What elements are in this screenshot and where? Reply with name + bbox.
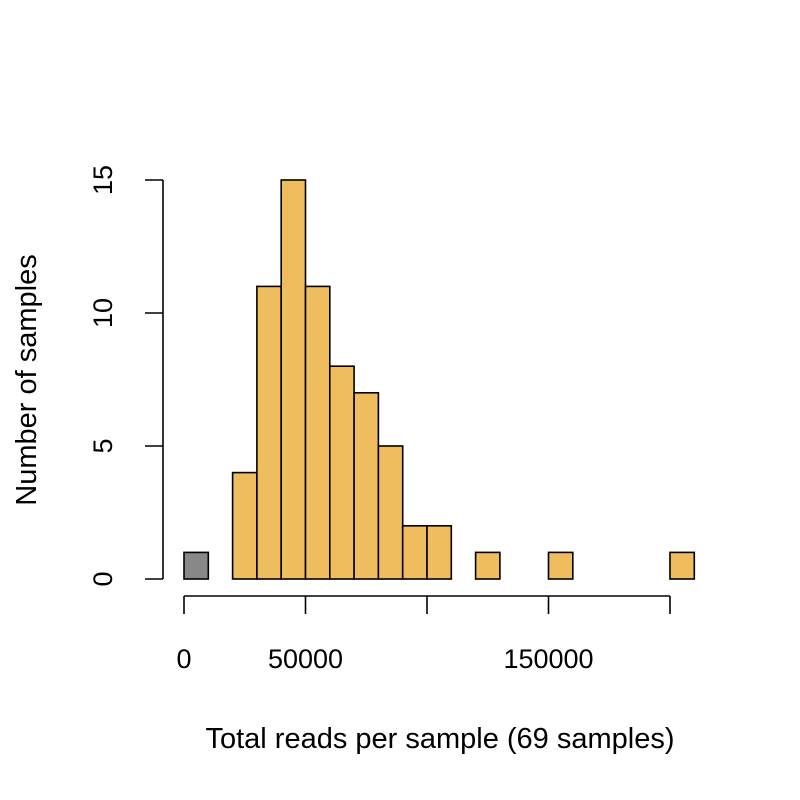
y-tick-label: 15 xyxy=(88,165,118,195)
y-tick-label: 0 xyxy=(88,571,118,586)
histogram-bar xyxy=(256,285,282,580)
x-tick-label: 150000 xyxy=(503,644,593,674)
histogram-bar xyxy=(231,471,258,580)
histogram-bar xyxy=(183,551,210,580)
x-tick-label: 0 xyxy=(176,644,191,674)
y-axis: 0 5 10 15 xyxy=(88,165,164,587)
histogram-bar xyxy=(304,285,331,580)
histogram-bar xyxy=(353,391,380,580)
histogram-bar xyxy=(669,551,696,580)
y-tick-label: 10 xyxy=(88,298,118,328)
histogram-bar xyxy=(426,524,453,580)
histogram-bar xyxy=(328,365,355,580)
histogram-bar xyxy=(547,551,574,580)
x-axis: 0 50000 150000 xyxy=(176,595,671,674)
histogram-bars xyxy=(183,179,696,580)
y-axis-title: Number of samples xyxy=(11,254,43,505)
histogram-bar xyxy=(401,524,428,580)
histogram-bar xyxy=(280,179,307,580)
x-tick-label: 50000 xyxy=(268,644,343,674)
histogram-bar xyxy=(474,551,501,580)
y-tick-label: 5 xyxy=(88,438,118,453)
x-axis-title: Total reads per sample (69 samples) xyxy=(205,723,674,755)
histogram-bar xyxy=(377,445,404,580)
